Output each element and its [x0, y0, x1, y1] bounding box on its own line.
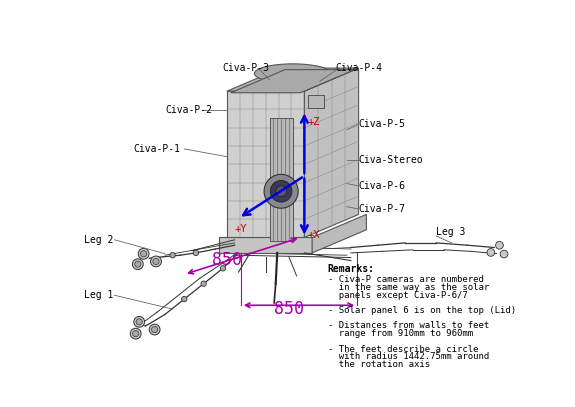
Text: Civa-P-7: Civa-P-7	[359, 204, 405, 214]
Text: +X: +X	[308, 230, 320, 240]
Circle shape	[135, 261, 141, 267]
Circle shape	[220, 266, 226, 271]
Text: Leg 1: Leg 1	[83, 290, 113, 300]
Text: - Distances from walls to feet: - Distances from walls to feet	[328, 322, 489, 330]
Text: Leg 2: Leg 2	[83, 235, 113, 245]
Circle shape	[270, 181, 292, 202]
Circle shape	[134, 317, 145, 327]
Polygon shape	[219, 238, 312, 253]
Circle shape	[182, 296, 187, 302]
Circle shape	[496, 241, 503, 249]
Circle shape	[133, 330, 139, 337]
Circle shape	[193, 250, 198, 256]
Text: Civa-P-5: Civa-P-5	[359, 119, 405, 129]
Circle shape	[132, 259, 143, 269]
Text: Civa-P-4: Civa-P-4	[335, 63, 382, 73]
Ellipse shape	[254, 64, 331, 83]
Text: - Civa-P cameras are numbered: - Civa-P cameras are numbered	[328, 275, 484, 284]
Text: 850: 850	[274, 300, 304, 318]
Polygon shape	[312, 214, 366, 253]
Polygon shape	[308, 95, 324, 108]
Circle shape	[264, 174, 298, 208]
Text: range from 910mm to 960mm: range from 910mm to 960mm	[328, 329, 473, 338]
Circle shape	[275, 186, 286, 197]
Polygon shape	[227, 91, 304, 238]
Text: +Y: +Y	[235, 224, 247, 234]
Text: the rotation axis: the rotation axis	[328, 360, 430, 369]
Text: Civa-P-6: Civa-P-6	[359, 181, 405, 191]
Polygon shape	[231, 70, 355, 93]
Text: Civa-P-3: Civa-P-3	[223, 63, 270, 73]
Text: Leg 3: Leg 3	[436, 227, 466, 237]
Circle shape	[136, 319, 142, 325]
Circle shape	[170, 252, 175, 258]
Text: Civa-Stereo: Civa-Stereo	[359, 155, 423, 166]
Polygon shape	[270, 118, 293, 241]
Text: - The feet describe a circle: - The feet describe a circle	[328, 344, 478, 354]
Circle shape	[500, 250, 508, 258]
Circle shape	[131, 328, 141, 339]
Text: panels except Civa-P-6/7: panels except Civa-P-6/7	[328, 291, 467, 300]
Text: 850: 850	[212, 251, 242, 269]
Text: in the same way as the solar: in the same way as the solar	[328, 283, 489, 292]
Text: Remarks:: Remarks:	[328, 265, 375, 274]
Text: - Solar panel 6 is on the top (Lid): - Solar panel 6 is on the top (Lid)	[328, 306, 516, 315]
Text: with radius 1442.75mm around: with radius 1442.75mm around	[328, 352, 489, 361]
Polygon shape	[227, 68, 359, 91]
Circle shape	[140, 251, 147, 257]
Text: Civa-P-2: Civa-P-2	[165, 105, 212, 116]
Circle shape	[149, 324, 160, 335]
Circle shape	[201, 281, 206, 287]
Circle shape	[151, 256, 162, 267]
Circle shape	[153, 258, 159, 265]
Circle shape	[138, 248, 149, 259]
Polygon shape	[304, 68, 359, 238]
Text: Civa-P-1: Civa-P-1	[134, 144, 181, 154]
Text: +Z: +Z	[308, 116, 320, 127]
Circle shape	[487, 249, 494, 256]
Circle shape	[152, 326, 158, 333]
